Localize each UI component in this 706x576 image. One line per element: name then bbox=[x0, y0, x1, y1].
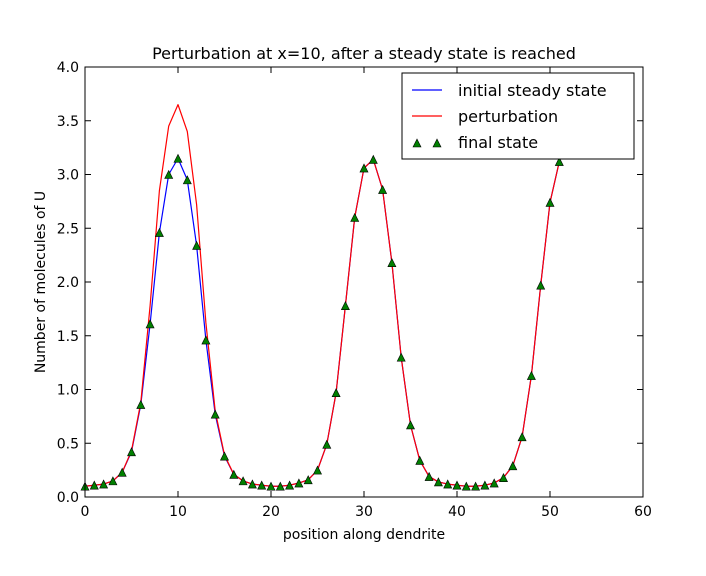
axis-ticks: 0 10 20 30 40 50 60 0.0 0.5 1.0 1.5 2.0 2.5 3.0 3.5 4.0 bbox=[57, 60, 652, 520]
final-state-marker bbox=[331, 388, 341, 398]
final-state-marker bbox=[359, 163, 369, 173]
chart-title: Perturbation at x=10, after a steady sta… bbox=[152, 44, 576, 63]
legend-swatch-final-marker bbox=[432, 138, 442, 148]
x-tick-label: 30 bbox=[355, 504, 373, 520]
y-tick-label: 0.0 bbox=[57, 490, 79, 506]
final-state-marker bbox=[303, 475, 313, 485]
final-state-marker bbox=[173, 153, 183, 163]
legend-label-perturbation: perturbation bbox=[458, 107, 558, 126]
final-state-marker bbox=[415, 455, 425, 465]
final-state-marker bbox=[127, 447, 136, 457]
x-tick-label: 20 bbox=[262, 504, 280, 520]
final-state-marker bbox=[164, 169, 174, 179]
legend-label-final: final state bbox=[458, 133, 538, 152]
final-state-marker bbox=[368, 154, 378, 164]
y-tick-label: 3.0 bbox=[57, 168, 79, 184]
final-state-marker bbox=[154, 227, 164, 237]
final-state-marker bbox=[182, 175, 192, 185]
final-state-marker bbox=[210, 409, 220, 419]
final-state-marker bbox=[285, 480, 295, 490]
x-tick-label: 10 bbox=[169, 504, 187, 520]
y-tick-label: 1.0 bbox=[57, 383, 79, 399]
y-tick-label: 2.5 bbox=[57, 221, 79, 237]
final-state-marker bbox=[220, 451, 229, 461]
final-state-marker bbox=[536, 280, 546, 290]
final-state-marker bbox=[136, 399, 146, 409]
final-state-marker bbox=[229, 469, 239, 479]
y-tick-label: 0.5 bbox=[57, 436, 79, 452]
final-state-marker bbox=[471, 481, 481, 491]
final-state-marker bbox=[452, 480, 462, 490]
final-state-marker bbox=[238, 476, 248, 486]
y-tick-label: 4.0 bbox=[57, 60, 79, 76]
final-state-marker bbox=[275, 481, 285, 491]
legend: initial steady state perturbation final … bbox=[401, 72, 635, 160]
final-state-marker bbox=[201, 335, 211, 345]
y-tick-label: 1.5 bbox=[57, 329, 79, 345]
final-state-marker bbox=[145, 319, 155, 329]
final-state-marker bbox=[526, 370, 536, 380]
final-state-marker bbox=[89, 480, 99, 490]
final-state-marker bbox=[108, 476, 118, 486]
final-state-marker bbox=[545, 197, 555, 207]
x-tick-label: 50 bbox=[541, 504, 559, 520]
final-state-marker bbox=[499, 472, 508, 482]
final-state-marker bbox=[247, 479, 257, 489]
final-state-marker bbox=[508, 461, 518, 471]
final-state-marker bbox=[294, 478, 304, 488]
final-state-marker bbox=[313, 465, 322, 475]
final-state-marker bbox=[257, 480, 267, 490]
legend-swatch-final-marker bbox=[412, 138, 422, 148]
final-state-marker bbox=[387, 257, 397, 267]
x-tick-label: 60 bbox=[634, 504, 652, 520]
series-line-perturbation bbox=[84, 104, 560, 487]
final-state-marker bbox=[117, 467, 127, 477]
final-state-marker bbox=[424, 471, 434, 481]
final-state-marker bbox=[192, 240, 202, 250]
final-state-marker bbox=[433, 477, 443, 487]
final-state-marker bbox=[554, 156, 564, 166]
final-state-marker bbox=[350, 212, 360, 222]
y-tick-label: 2.0 bbox=[57, 275, 79, 291]
final-state-marker bbox=[99, 479, 109, 489]
y-tick-label: 3.5 bbox=[57, 114, 79, 130]
legend-label-initial: initial steady state bbox=[458, 81, 607, 100]
final-state-marker bbox=[396, 352, 406, 362]
final-state-marker bbox=[340, 300, 350, 310]
y-axis-label: Number of molecules of U bbox=[33, 191, 49, 373]
final-state-marker bbox=[480, 480, 490, 490]
x-tick-label: 0 bbox=[81, 504, 90, 520]
final-state-marker bbox=[489, 478, 499, 488]
final-state-marker bbox=[406, 420, 415, 430]
x-axis-label: position along dendrite bbox=[283, 527, 445, 543]
final-state-marker bbox=[322, 439, 332, 449]
final-state-marker bbox=[443, 479, 453, 489]
final-state-marker bbox=[266, 481, 276, 491]
final-state-marker bbox=[378, 184, 388, 194]
final-state-marker bbox=[461, 481, 471, 491]
x-tick-label: 40 bbox=[448, 504, 466, 520]
final-state-marker bbox=[517, 432, 527, 442]
